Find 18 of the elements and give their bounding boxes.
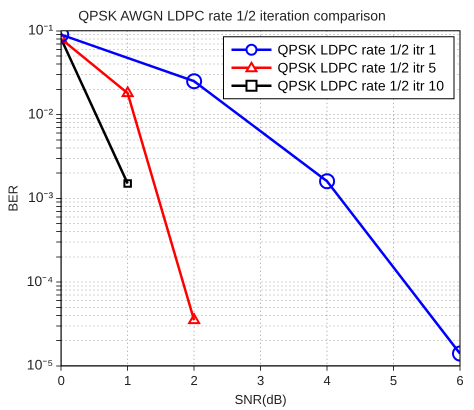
y-axis-title: BER bbox=[5, 184, 20, 212]
legend-label: QPSK LDPC rate 1/2 itr 1 bbox=[277, 42, 436, 58]
y-tick-label: 10⁻⁴ bbox=[26, 272, 54, 289]
x-tick-label: 3 bbox=[256, 373, 264, 388]
legend-label: QPSK LDPC rate 1/2 itr 10 bbox=[277, 78, 444, 94]
chart-title: QPSK AWGN LDPC rate 1/2 iteration comparison bbox=[78, 7, 386, 24]
x-tick-label: 4 bbox=[323, 373, 331, 388]
x-tick-label: 2 bbox=[190, 373, 198, 388]
y-tick-label: 10⁻³ bbox=[28, 189, 54, 206]
x-tick-label: 5 bbox=[390, 373, 398, 388]
x-tick-label: 0 bbox=[58, 373, 65, 388]
y-tick-label: 10⁻² bbox=[28, 105, 54, 122]
legend-label: QPSK LDPC rate 1/2 itr 5 bbox=[277, 60, 436, 76]
y-tick-label: 10⁻¹ bbox=[28, 22, 54, 38]
x-axis-title: SNR(dB) bbox=[234, 392, 287, 407]
y-tick-label: 10⁻⁵ bbox=[26, 356, 54, 373]
x-tick-label: 1 bbox=[124, 373, 132, 388]
x-tick-label: 6 bbox=[456, 373, 464, 388]
